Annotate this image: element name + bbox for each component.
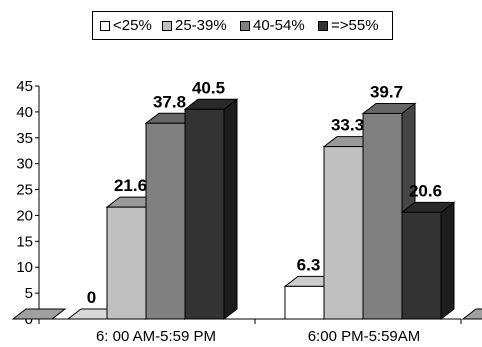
legend-swatch-40-54: [240, 21, 250, 31]
y-tick-label: 35: [16, 130, 33, 147]
legend-swatch-25-39: [162, 21, 172, 31]
y-tick-label: 15: [16, 233, 33, 250]
bar: [184, 108, 225, 320]
legend: <25% 25-39% 40-54% =>55%: [92, 11, 393, 40]
bar: [284, 285, 325, 320]
bar: [323, 146, 364, 320]
floor-plate: [461, 308, 482, 320]
x-category-label: 6: 00 AM-5:59 PM: [96, 328, 216, 345]
data-label: 40.5: [192, 78, 225, 97]
data-label: 6.3: [297, 255, 321, 274]
y-tick-label: 40: [16, 104, 33, 121]
legend-label-40-54: 40-54%: [253, 17, 305, 34]
data-label: 39.7: [370, 82, 403, 101]
data-label: 21.6: [114, 176, 147, 195]
data-label: 33.3: [331, 116, 364, 135]
y-tick-label: 10: [16, 259, 33, 276]
y-tick-label: 30: [16, 156, 33, 173]
bar: [362, 112, 403, 320]
legend-label-lt25: <25%: [113, 17, 152, 34]
bar-side: [223, 98, 238, 321]
x-category-label: 6:00 PM-5:59AM: [308, 328, 421, 345]
bar: [401, 211, 442, 320]
y-tick-label: 20: [16, 207, 33, 224]
legend-label-ge55: =>55%: [331, 17, 379, 34]
legend-swatch-ge55: [318, 21, 328, 31]
y-tick-label: 25: [16, 182, 33, 199]
y-tick-label: 5: [25, 285, 33, 302]
floor-plate: [11, 308, 67, 320]
data-label: 20.6: [409, 181, 442, 200]
data-label: 0: [87, 288, 96, 307]
bar-side: [440, 201, 455, 321]
y-tick-label: 45: [16, 78, 33, 95]
legend-label-25-39: 25-39%: [175, 17, 227, 34]
data-label: 37.8: [153, 92, 186, 111]
legend-swatch-lt25: [100, 21, 110, 31]
bar: [106, 206, 147, 320]
bar: [145, 122, 186, 320]
